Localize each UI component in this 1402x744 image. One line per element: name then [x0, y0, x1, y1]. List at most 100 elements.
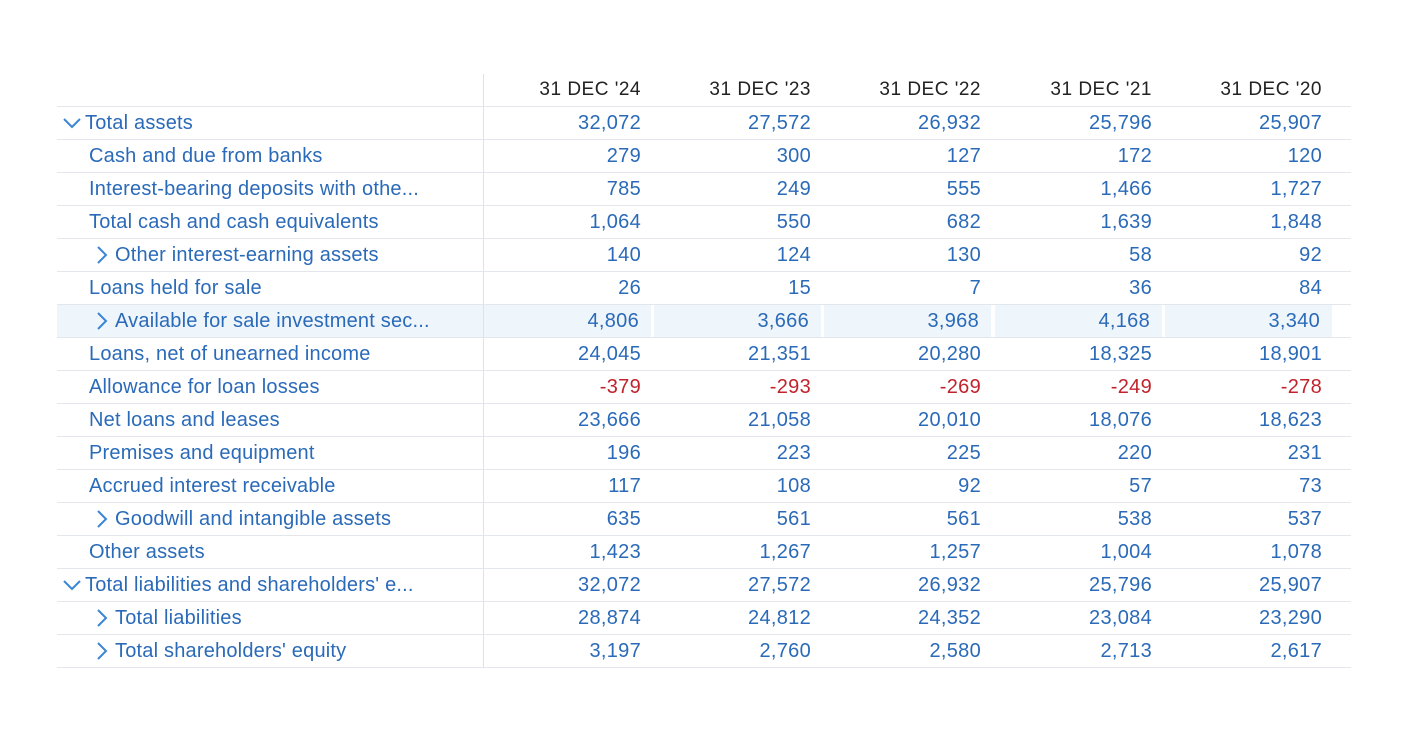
value-cell: 4,168	[995, 305, 1164, 337]
row-label-cell[interactable]: Net loans and leases	[57, 404, 484, 436]
value-cell: 1,064	[589, 210, 641, 233]
row-label: Premises and equipment	[89, 441, 315, 464]
row-label: Allowance for loan losses	[89, 375, 320, 398]
table-row[interactable]: Other assets 1,423 1,267 1,257 1,004 1,078	[57, 536, 1351, 569]
chevron-down-icon[interactable]	[59, 113, 85, 133]
row-label-cell[interactable]: Accrued interest receivable	[57, 470, 484, 502]
value-cell: -249	[1110, 375, 1152, 398]
chevron-right-icon[interactable]	[89, 245, 115, 265]
column-header[interactable]: 31 DEC '23	[709, 79, 811, 100]
table-row[interactable]: Accrued interest receivable 117 108 92 57 73	[57, 470, 1351, 503]
table-row[interactable]: Cash and due from banks 279 300 127 172 120	[57, 140, 1351, 173]
row-label-cell[interactable]: Total cash and cash equivalents	[57, 206, 484, 238]
column-header[interactable]: 31 DEC '21	[1050, 79, 1152, 100]
row-label: Other assets	[89, 540, 205, 563]
row-label: Net loans and leases	[89, 408, 280, 431]
table-body: Total assets 32,072 27,572 26,932 25,796 25,9…	[57, 107, 1351, 668]
row-label: Other interest-earning assets	[115, 243, 379, 266]
row-label-cell[interactable]: Total liabilities and shareholders' e...	[57, 569, 484, 601]
column-header[interactable]: 31 DEC '24	[539, 79, 641, 100]
value-cell: 23,084	[1089, 606, 1152, 629]
value-cell: 25,907	[1259, 111, 1322, 134]
value-cell: 140	[606, 243, 641, 266]
value-cell: 300	[776, 144, 811, 167]
row-label: Total liabilities and shareholders' e...	[85, 573, 414, 596]
row-label: Total assets	[85, 111, 194, 134]
chevron-right-icon[interactable]	[89, 641, 115, 661]
table-row[interactable]: Goodwill and intangible assets 635 561 561 5…	[57, 503, 1351, 536]
value-cell: 3,968	[824, 305, 993, 337]
table-row[interactable]: Allowance for loan losses -379 -293 -269 -24…	[57, 371, 1351, 404]
row-label-cell[interactable]: Total assets	[57, 107, 484, 139]
table-row[interactable]: Other interest-earning assets 140 124 130 58…	[57, 239, 1351, 272]
row-label-cell[interactable]: Premises and equipment	[57, 437, 484, 469]
value-cell: 92	[958, 474, 981, 497]
value-cell: 24,045	[578, 342, 641, 365]
value-cell: 555	[946, 177, 981, 200]
row-label-cell[interactable]: Other assets	[57, 536, 484, 568]
table-row[interactable]: Loans held for sale 26 15 7 36 84	[57, 272, 1351, 305]
value-cell: 561	[776, 507, 811, 530]
balance-sheet-table: 31 DEC '24 31 DEC '23 31 DEC '22 31 DEC …	[57, 74, 1351, 668]
row-label: Total shareholders' equity	[115, 639, 347, 662]
row-label-cell[interactable]: Loans held for sale	[57, 272, 484, 304]
chevron-right-icon[interactable]	[89, 608, 115, 628]
row-label-cell[interactable]: Goodwill and intangible assets	[57, 503, 484, 535]
value-cell: 682	[946, 210, 981, 233]
row-label: Total liabilities	[115, 606, 242, 629]
value-cell: 26,932	[918, 111, 981, 134]
table-row[interactable]: Total assets 32,072 27,572 26,932 25,796 25,9…	[57, 107, 1351, 140]
value-cell: 32,072	[578, 573, 641, 596]
value-cell: 249	[776, 177, 811, 200]
chevron-down-icon[interactable]	[59, 575, 85, 595]
row-label: Available for sale investment sec...	[115, 309, 430, 332]
value-cell: 21,058	[748, 408, 811, 431]
row-label: Interest-bearing deposits with othe...	[89, 177, 420, 200]
value-cell: 1,078	[1270, 540, 1322, 563]
value-cell: 23,290	[1259, 606, 1322, 629]
row-label-cell[interactable]: Allowance for loan losses	[57, 371, 484, 403]
table-row[interactable]: Total cash and cash equivalents 1,064 550 6…	[57, 206, 1351, 239]
value-cell: 1,639	[1100, 210, 1152, 233]
row-label-cell[interactable]: Other interest-earning assets	[57, 239, 484, 271]
row-label: Cash and due from banks	[89, 144, 323, 167]
value-cell: 117	[608, 474, 641, 497]
value-cell: 28,874	[578, 606, 641, 629]
value-cell: 1,423	[589, 540, 641, 563]
table-row[interactable]: Total shareholders' equity 3,197 2,760 2,58…	[57, 635, 1351, 668]
value-cell: 279	[606, 144, 641, 167]
table-row[interactable]: Total liabilities and shareholders' e...…	[57, 569, 1351, 602]
table-row[interactable]: Loans, net of unearned income 24,045 21,35…	[57, 338, 1351, 371]
row-label-cell[interactable]: Cash and due from banks	[57, 140, 484, 172]
value-cell: 1,004	[1100, 540, 1152, 563]
value-cell: 92	[1299, 243, 1322, 266]
row-label-cell[interactable]: Total shareholders' equity	[57, 635, 484, 667]
value-cell: 537	[1287, 507, 1322, 530]
value-cell: 25,796	[1089, 111, 1152, 134]
table-row[interactable]: Interest-bearing deposits with othe... 78…	[57, 173, 1351, 206]
row-label-cell[interactable]: Interest-bearing deposits with othe...	[57, 173, 484, 205]
row-label: Goodwill and intangible assets	[115, 507, 392, 530]
value-cell: 223	[776, 441, 811, 464]
value-cell: 785	[606, 177, 641, 200]
table-row[interactable]: Total liabilities 28,874 24,812 24,352 23,08…	[57, 602, 1351, 635]
value-cell: 2,760	[759, 639, 811, 662]
value-cell: 26,932	[918, 573, 981, 596]
value-cell: 1,727	[1270, 177, 1322, 200]
value-cell: 84	[1299, 276, 1322, 299]
value-cell: -278	[1280, 375, 1322, 398]
value-cell: 3,340	[1165, 305, 1334, 337]
value-cell: 635	[606, 507, 641, 530]
table-row[interactable]: Available for sale investment sec... 4,80…	[57, 305, 1351, 338]
row-label-cell[interactable]: Available for sale investment sec...	[57, 305, 484, 337]
column-header[interactable]: 31 DEC '22	[879, 79, 981, 100]
table-row[interactable]: Premises and equipment 196 223 225 220 231	[57, 437, 1351, 470]
chevron-right-icon[interactable]	[89, 509, 115, 529]
value-cell: 220	[1117, 441, 1152, 464]
row-label: Accrued interest receivable	[89, 474, 336, 497]
chevron-right-icon[interactable]	[89, 311, 115, 331]
column-header[interactable]: 31 DEC '20	[1220, 79, 1322, 100]
row-label-cell[interactable]: Total liabilities	[57, 602, 484, 634]
table-row[interactable]: Net loans and leases 23,666 21,058 20,010 18…	[57, 404, 1351, 437]
row-label-cell[interactable]: Loans, net of unearned income	[57, 338, 484, 370]
